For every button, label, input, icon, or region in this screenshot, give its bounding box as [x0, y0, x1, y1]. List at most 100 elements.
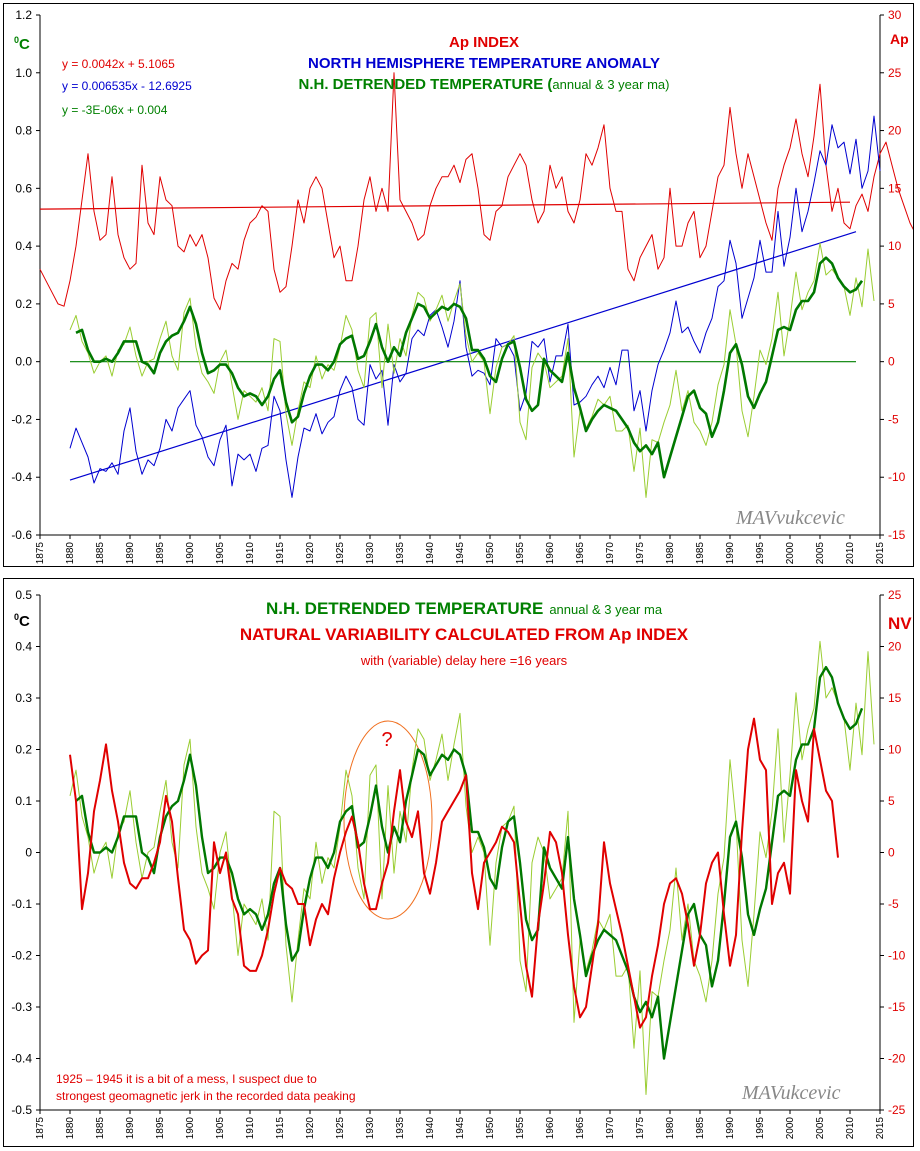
- x-tick-label: 1955: [515, 1117, 526, 1140]
- x-tick-label: 1915: [275, 542, 286, 565]
- x-tick-label: 1910: [245, 1117, 256, 1140]
- y-tick-label-right: 0: [888, 846, 895, 860]
- x-tick-label: 2000: [785, 542, 796, 565]
- y-tick-label-right: -20: [888, 1052, 906, 1066]
- x-tick-label: 2010: [845, 542, 856, 565]
- x-tick-label: 2000: [785, 1117, 796, 1140]
- x-tick-label: 1950: [485, 1117, 496, 1140]
- x-tick-label: 1995: [755, 542, 766, 565]
- x-tick-label: 1875: [35, 1117, 46, 1140]
- x-tick-label: 1920: [305, 542, 316, 565]
- x-tick-label: 1940: [425, 542, 436, 565]
- series-line: [69, 717, 839, 1029]
- y-tick-label-left: 0.1: [15, 794, 32, 808]
- chart-panel-bottom: 1875 1880 1885 1890 1895 1900 1905 1910 1915 1920…: [3, 578, 914, 1147]
- y-tick-label-right: 25: [888, 66, 902, 80]
- x-tick-label: 1995: [755, 1117, 766, 1140]
- x-tick-label: 1960: [545, 542, 556, 565]
- y-tick-label-left: -0.3: [11, 1000, 32, 1014]
- series-line: [75, 256, 864, 479]
- x-tick-label: 1885: [95, 542, 106, 565]
- chart-ap-index-temperature: 1875 1880 1885 1890 1895 1900 1905 1910 1915 1920…: [11, 8, 920, 565]
- x-tick-label: 1890: [125, 542, 136, 565]
- x-tick-label: 1980: [665, 542, 676, 565]
- x-tick-label: 1965: [575, 1117, 586, 1140]
- y-tick-label-left: 0: [25, 846, 32, 860]
- x-tick-label: 1970: [605, 1117, 616, 1140]
- y-tick-label-left: 0.2: [15, 743, 32, 757]
- chart2-note-line-2: strongest geomagnetic jerk in the record…: [56, 1089, 356, 1103]
- y-tick-label-right: 20: [888, 124, 902, 138]
- y-tick-label-left: 0.2: [15, 297, 32, 311]
- y-tick-label-left: 0.4: [15, 640, 32, 654]
- y-tick-label-right: 10: [888, 743, 902, 757]
- x-tick-label: 1945: [455, 542, 466, 565]
- y-tick-label-left: 0.8: [15, 124, 32, 138]
- chart1-eq-ap: y = 0.0042x + 5.1065: [62, 57, 175, 71]
- chart1-title-detrended: N.H. DETRENDED TEMPERATURE (annual & 3 y…: [299, 76, 670, 93]
- x-tick-label: 1930: [365, 1117, 376, 1140]
- x-tick-label: 1910: [245, 542, 256, 565]
- y-tick-label-right: 25: [888, 588, 902, 602]
- y-tick-label-left: 0.0: [15, 355, 32, 369]
- x-tick-label: 1960: [545, 1117, 556, 1140]
- x-tick-label: 1905: [215, 542, 226, 565]
- chart2-ylabel-right: NV: [888, 614, 912, 633]
- series-line: [75, 665, 864, 1060]
- chart1-title-ap: Ap INDEX: [449, 34, 519, 51]
- y-tick-label-right: -15: [888, 528, 906, 542]
- y-tick-label-right: 5: [888, 794, 895, 808]
- x-tick-label: 1925: [335, 1117, 346, 1140]
- x-tick-label: 1895: [155, 542, 166, 565]
- trendline: [39, 201, 851, 210]
- x-tick-label: 1905: [215, 1117, 226, 1140]
- x-tick-label: 2015: [875, 1117, 886, 1140]
- y-tick-label-left: 0.4: [15, 239, 32, 253]
- y-tick-label-right: -10: [888, 949, 906, 963]
- x-tick-label: 1990: [725, 542, 736, 565]
- x-tick-label: 1990: [725, 1117, 736, 1140]
- chart2-subtitle: with (variable) delay here =16 years: [360, 653, 568, 668]
- y-tick-label-right: 30: [888, 8, 902, 22]
- y-tick-label-left: 0.3: [15, 691, 32, 705]
- chart2-signature: MAVukcevic: [741, 1082, 841, 1104]
- x-tick-label: 1980: [665, 1117, 676, 1140]
- x-tick-label: 1875: [35, 542, 46, 565]
- annotation-ellipse: [343, 720, 433, 920]
- chart2-note-line-1: 1925 – 1945 it is a bit of a mess, I sus…: [56, 1072, 317, 1086]
- series-line: [69, 242, 875, 498]
- x-tick-label: 2005: [815, 1117, 826, 1140]
- y-tick-label-left: -0.5: [11, 1103, 32, 1117]
- x-tick-label: 1965: [575, 542, 586, 565]
- chart-panel-top: 1875 1880 1885 1890 1895 1900 1905 1910 1915 1920…: [3, 3, 920, 567]
- y-tick-label-right: -10: [888, 470, 906, 484]
- chart1-signature: MAVvukcevic: [735, 507, 845, 529]
- y-tick-label-left: -0.4: [11, 1052, 32, 1066]
- chart2-title-detrended: N.H. DETRENDED TEMPERATURE annual & 3 yea…: [266, 599, 663, 618]
- y-tick-label-right: 0: [888, 355, 895, 369]
- x-tick-label: 2015: [875, 542, 886, 565]
- x-tick-label: 2005: [815, 542, 826, 565]
- x-tick-label: 1930: [365, 542, 376, 565]
- x-tick-label: 1940: [425, 1117, 436, 1140]
- chart1-ylabel-right: Ap: [890, 31, 909, 47]
- x-tick-label: 1885: [95, 1117, 106, 1140]
- series-line: [69, 115, 881, 498]
- y-tick-label-right: -15: [888, 1000, 906, 1014]
- x-tick-label: 1975: [635, 542, 646, 565]
- x-tick-label: 1880: [65, 1117, 76, 1140]
- x-tick-label: 1955: [515, 542, 526, 565]
- x-tick-label: 2010: [845, 1117, 856, 1140]
- y-tick-label-left: -0.2: [11, 949, 32, 963]
- x-tick-label: 1915: [275, 1117, 286, 1140]
- y-tick-label-right: 10: [888, 239, 902, 253]
- y-tick-label-right: -5: [888, 897, 899, 911]
- chart2-title-nv: NATURAL VARIABILITY CALCULATED FROM Ap I…: [240, 625, 689, 644]
- y-tick-label-right: 20: [888, 640, 902, 654]
- x-tick-label: 1895: [155, 1117, 166, 1140]
- series-line: [39, 72, 920, 311]
- y-tick-label-right: 5: [888, 297, 895, 311]
- chart1-title-nh: NORTH HEMISPHERE TEMPERATURE ANOMALY: [308, 55, 660, 72]
- chart-natural-variability: 1875 1880 1885 1890 1895 1900 1905 1910 1915 1920…: [11, 588, 912, 1140]
- y-tick-label-left: -0.6: [11, 528, 32, 542]
